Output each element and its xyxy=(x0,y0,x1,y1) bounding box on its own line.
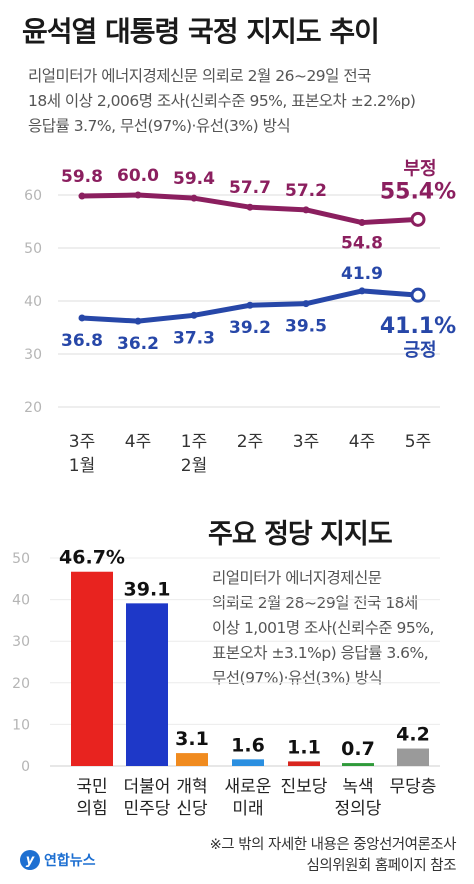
x-tick-label: 1월 xyxy=(69,456,95,476)
x-tick-label: 민주당 xyxy=(124,799,171,819)
y-tick-label: 30 xyxy=(12,634,30,650)
x-tick-label: 신당 xyxy=(176,799,208,819)
y-tick-label: 10 xyxy=(12,717,30,733)
bar-value-label: 3.1 xyxy=(175,728,209,750)
data-point xyxy=(134,317,142,325)
series-name: 긍정 xyxy=(403,340,436,361)
x-tick-label: 정의당 xyxy=(335,799,382,819)
logo: y 연합뉴스 xyxy=(20,850,96,870)
y-tick-label: 50 xyxy=(24,241,42,257)
data-point xyxy=(358,219,366,227)
y-tick-label: 0 xyxy=(21,759,30,775)
y-tick-label: 40 xyxy=(12,593,30,609)
data-point xyxy=(190,311,198,319)
data-label: 60.0 xyxy=(117,166,159,186)
approval-line-chart: 20 30 40 50 60 59.8 60.0 59.4 57.7 57.2 54.8 55.4%부… xyxy=(24,158,456,476)
x-tick-label: 4주 xyxy=(125,432,151,452)
series-name: 부정 xyxy=(403,158,436,179)
x-tick-label: 무당층 xyxy=(390,777,437,797)
y-tick-label: 20 xyxy=(12,676,30,692)
x-tick-label: 3주 xyxy=(293,432,319,452)
data-label: 41.1% xyxy=(380,314,456,339)
data-label: 36.2 xyxy=(117,334,159,354)
bar-value-label: 4.2 xyxy=(396,724,430,746)
x-tick-label: 녹색 xyxy=(342,777,373,797)
bar xyxy=(126,603,168,766)
data-point xyxy=(410,287,426,303)
data-label: 57.2 xyxy=(285,181,327,201)
logo-text: 연합뉴스 xyxy=(44,853,96,869)
data-label: 37.3 xyxy=(173,328,215,348)
data-point xyxy=(358,287,366,295)
page-title: 윤석열 대통령 국정 지지도 추이 xyxy=(22,15,380,48)
x-tick-label: 2주 xyxy=(237,432,263,452)
bar-value-label: 0.7 xyxy=(341,738,375,760)
data-label: 39.5 xyxy=(285,317,327,337)
bar xyxy=(288,761,320,766)
y-tick-label: 50 xyxy=(12,551,30,567)
bar xyxy=(71,571,113,766)
data-point xyxy=(246,203,254,211)
y-tick-label: 60 xyxy=(24,188,42,204)
y-tick-label: 30 xyxy=(24,347,42,363)
y-tick-label: 20 xyxy=(24,400,42,416)
bar-value-label: 1.1 xyxy=(287,736,321,758)
x-tick-label: 새로운 xyxy=(225,777,272,797)
bar xyxy=(342,763,374,766)
x-tick-label: 4주 xyxy=(349,432,375,452)
logo-icon: y xyxy=(20,850,40,870)
x-tick-label: 진보당 xyxy=(281,777,328,797)
bar xyxy=(397,748,429,766)
data-label: 39.2 xyxy=(229,318,271,338)
data-label: 36.8 xyxy=(61,331,103,351)
x-tick-label: 의힘 xyxy=(76,799,107,819)
bar-value-label: 46.7% xyxy=(59,547,125,569)
bar xyxy=(232,759,264,766)
x-tick-label: 국민 xyxy=(76,777,107,797)
data-point xyxy=(302,206,310,214)
data-label: 59.8 xyxy=(61,167,103,187)
bar-value-label: 39.1 xyxy=(124,578,171,600)
data-label: 41.9 xyxy=(341,264,383,284)
data-point xyxy=(134,191,142,199)
x-tick-label: 미래 xyxy=(232,799,263,819)
y-tick-label: 40 xyxy=(24,294,42,310)
x-tick-label: 2월 xyxy=(181,456,207,476)
x-tick-label: 3주 xyxy=(69,432,95,452)
bar xyxy=(176,753,208,766)
data-label: 57.7 xyxy=(229,178,271,198)
footnote: ※그 밖의 자세한 내용은 중앙선거여론조사 심의위원회 홈페이지 참조 xyxy=(209,837,457,874)
data-point xyxy=(78,192,86,200)
party-chart-title: 주요 정당 지지도 xyxy=(208,519,393,550)
bar-value-label: 1.6 xyxy=(231,734,265,756)
data-point xyxy=(302,300,310,308)
data-point xyxy=(246,301,254,309)
x-tick-label: 1주 xyxy=(181,432,207,452)
data-point xyxy=(410,211,426,227)
x-tick-label: 더불어 xyxy=(124,777,171,797)
data-label: 59.4 xyxy=(173,169,215,189)
data-label: 55.4% xyxy=(380,179,456,204)
survey-description: 리얼미터가 에너지경제신문 의뢰로 2월 26~29일 전국 18세 이상 2,… xyxy=(28,67,416,135)
data-label: 54.8 xyxy=(341,234,383,254)
x-tick-label: 5주 xyxy=(405,432,431,452)
data-point xyxy=(190,194,198,202)
data-point xyxy=(78,314,86,322)
x-tick-label: 개혁 xyxy=(176,777,207,797)
